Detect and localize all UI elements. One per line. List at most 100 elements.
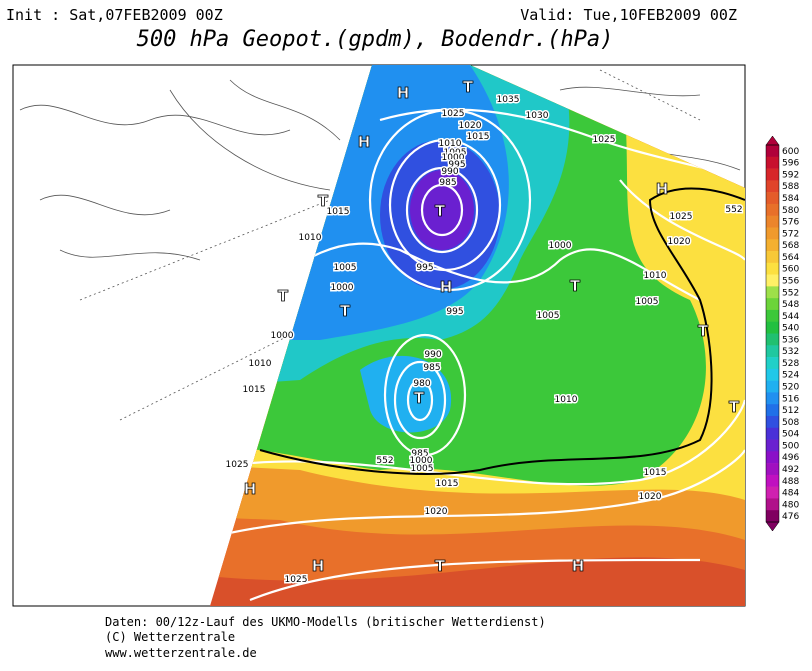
colorbar-label: 588 — [782, 182, 799, 192]
colorbar-label: 516 — [782, 394, 799, 404]
colorbar-swatch — [766, 192, 779, 205]
isobar-label: 1020 — [668, 237, 691, 247]
colorbar-label: 600 — [782, 147, 799, 157]
colorbar-label: 528 — [782, 359, 799, 369]
isobar-label: 1000 — [549, 241, 572, 251]
colorbar-label: 480 — [782, 500, 799, 510]
isobar-label: 1005 — [411, 464, 434, 474]
isobar-label: 1000 — [442, 153, 465, 163]
footer-line: Daten: 00/12z-Lauf des UKMO-Modells (bri… — [105, 615, 546, 629]
map-title: 500 hPa Geopot.(gpdm), Bodendr.(hPa) — [137, 27, 614, 52]
isobar-label: 1020 — [639, 492, 662, 502]
init-time: Init : Sat,07FEB2009 00Z — [6, 6, 223, 24]
colorbar-swatch — [766, 227, 779, 240]
colorbar-swatch — [766, 333, 779, 346]
colorbar-label: 568 — [782, 241, 799, 251]
isobar-label: 985 — [439, 178, 456, 188]
colorbar-swatch — [766, 439, 779, 452]
isobar-label: 1010 — [644, 271, 667, 281]
colorbar-label: 504 — [782, 430, 799, 440]
colorbar-label: 596 — [782, 159, 799, 169]
colorbar-swatch — [766, 203, 779, 216]
colorbar-label: 532 — [782, 347, 799, 357]
isobar-label: 1010 — [249, 359, 272, 369]
colorbar-label: 576 — [782, 218, 799, 228]
pressure-system: T — [463, 78, 474, 96]
colorbar-swatch — [766, 286, 779, 299]
colorbar-label: 584 — [782, 194, 799, 204]
isobar-label: 990 — [441, 167, 458, 177]
colorbar-label: 500 — [782, 441, 799, 451]
colorbar-label: 508 — [782, 418, 799, 428]
isobar-label: 1010 — [299, 233, 322, 243]
pressure-system: T — [698, 322, 709, 340]
colorbar-swatch — [766, 415, 779, 429]
isobar-label: 1020 — [459, 121, 482, 131]
isobar-label: 985 — [411, 449, 428, 459]
colorbar-arrow-top — [765, 135, 780, 146]
isobar-label: 980 — [413, 379, 430, 389]
isobar-label: 1005 — [444, 148, 467, 158]
isobar-label: 1010 — [555, 395, 578, 405]
isobar-label: 1025 — [442, 109, 465, 119]
isobar-label: 1005 — [334, 263, 357, 273]
isobar-label: 1015 — [644, 468, 667, 478]
colorbar-label: 548 — [782, 300, 799, 310]
colorbar-swatch — [766, 180, 779, 193]
pressure-system: T — [278, 287, 289, 305]
colorbar-swatch — [766, 404, 779, 417]
isobar-label: 1025 — [670, 212, 693, 222]
colorbar-label: 556 — [782, 276, 799, 286]
colorbar-label: 572 — [782, 229, 799, 239]
colorbar-label: 580 — [782, 206, 799, 216]
colorbar-swatch — [766, 156, 779, 169]
isobar-label: 1030 — [526, 111, 549, 121]
isobar-label: 552 — [725, 205, 742, 215]
colorbar-swatch — [766, 510, 779, 523]
isobar-label: 990 — [424, 350, 441, 360]
pressure-system: T — [729, 398, 740, 416]
isobar-label: 995 — [446, 307, 463, 317]
colorbar-border — [765, 144, 780, 523]
colorbar-swatch — [766, 380, 779, 393]
colorbar-label: 492 — [782, 465, 799, 475]
552-contour — [259, 187, 746, 475]
pressure-system: H — [572, 557, 585, 575]
colorbar-label: 560 — [782, 265, 799, 275]
colorbar-label: 552 — [782, 288, 799, 298]
map: 1035103010251020101510101005100099599098… — [12, 64, 746, 607]
pressure-system: H — [244, 480, 257, 498]
isobar-label: 985 — [423, 363, 440, 373]
pressure-system: H — [656, 180, 669, 198]
colorbar-swatch — [766, 215, 779, 228]
colorbar-swatch — [766, 463, 779, 476]
colorbar-label: 484 — [782, 489, 799, 499]
isobar-label: 1015 — [327, 207, 350, 217]
colorbar-swatch — [766, 298, 779, 311]
colorbar-swatch — [766, 145, 779, 158]
isobar-label: 1020 — [425, 507, 448, 517]
pressure-system: H — [397, 84, 410, 102]
colorbar-swatch — [766, 168, 779, 181]
isobar-label: 995 — [416, 263, 433, 273]
pressure-system: T — [570, 277, 581, 295]
colorbar-label: 564 — [782, 253, 799, 263]
pressure-system: H — [358, 133, 371, 151]
coastlines — [19, 64, 741, 601]
colorbar-label: 544 — [782, 312, 799, 322]
colorbar-label: 496 — [782, 453, 799, 463]
colorbar-swatch — [766, 427, 779, 440]
colorbar-swatch — [766, 239, 779, 252]
map-labels: 1035103010251020101510101005100099599098… — [224, 78, 744, 587]
isobar-label: 1005 — [537, 311, 560, 321]
valid-time: Valid: Tue,10FEB2009 00Z — [520, 6, 737, 24]
colorbar-swatch — [766, 392, 779, 405]
colorbar-label: 512 — [782, 406, 799, 416]
pressure-system: T — [435, 557, 446, 575]
isobar-label: 1035 — [497, 95, 520, 105]
isobar-label: 552 — [376, 456, 393, 466]
footer-line: www.wetterzentrale.de — [105, 646, 257, 660]
colorbar-label: 520 — [782, 383, 799, 393]
colorbar-label: 536 — [782, 335, 799, 345]
